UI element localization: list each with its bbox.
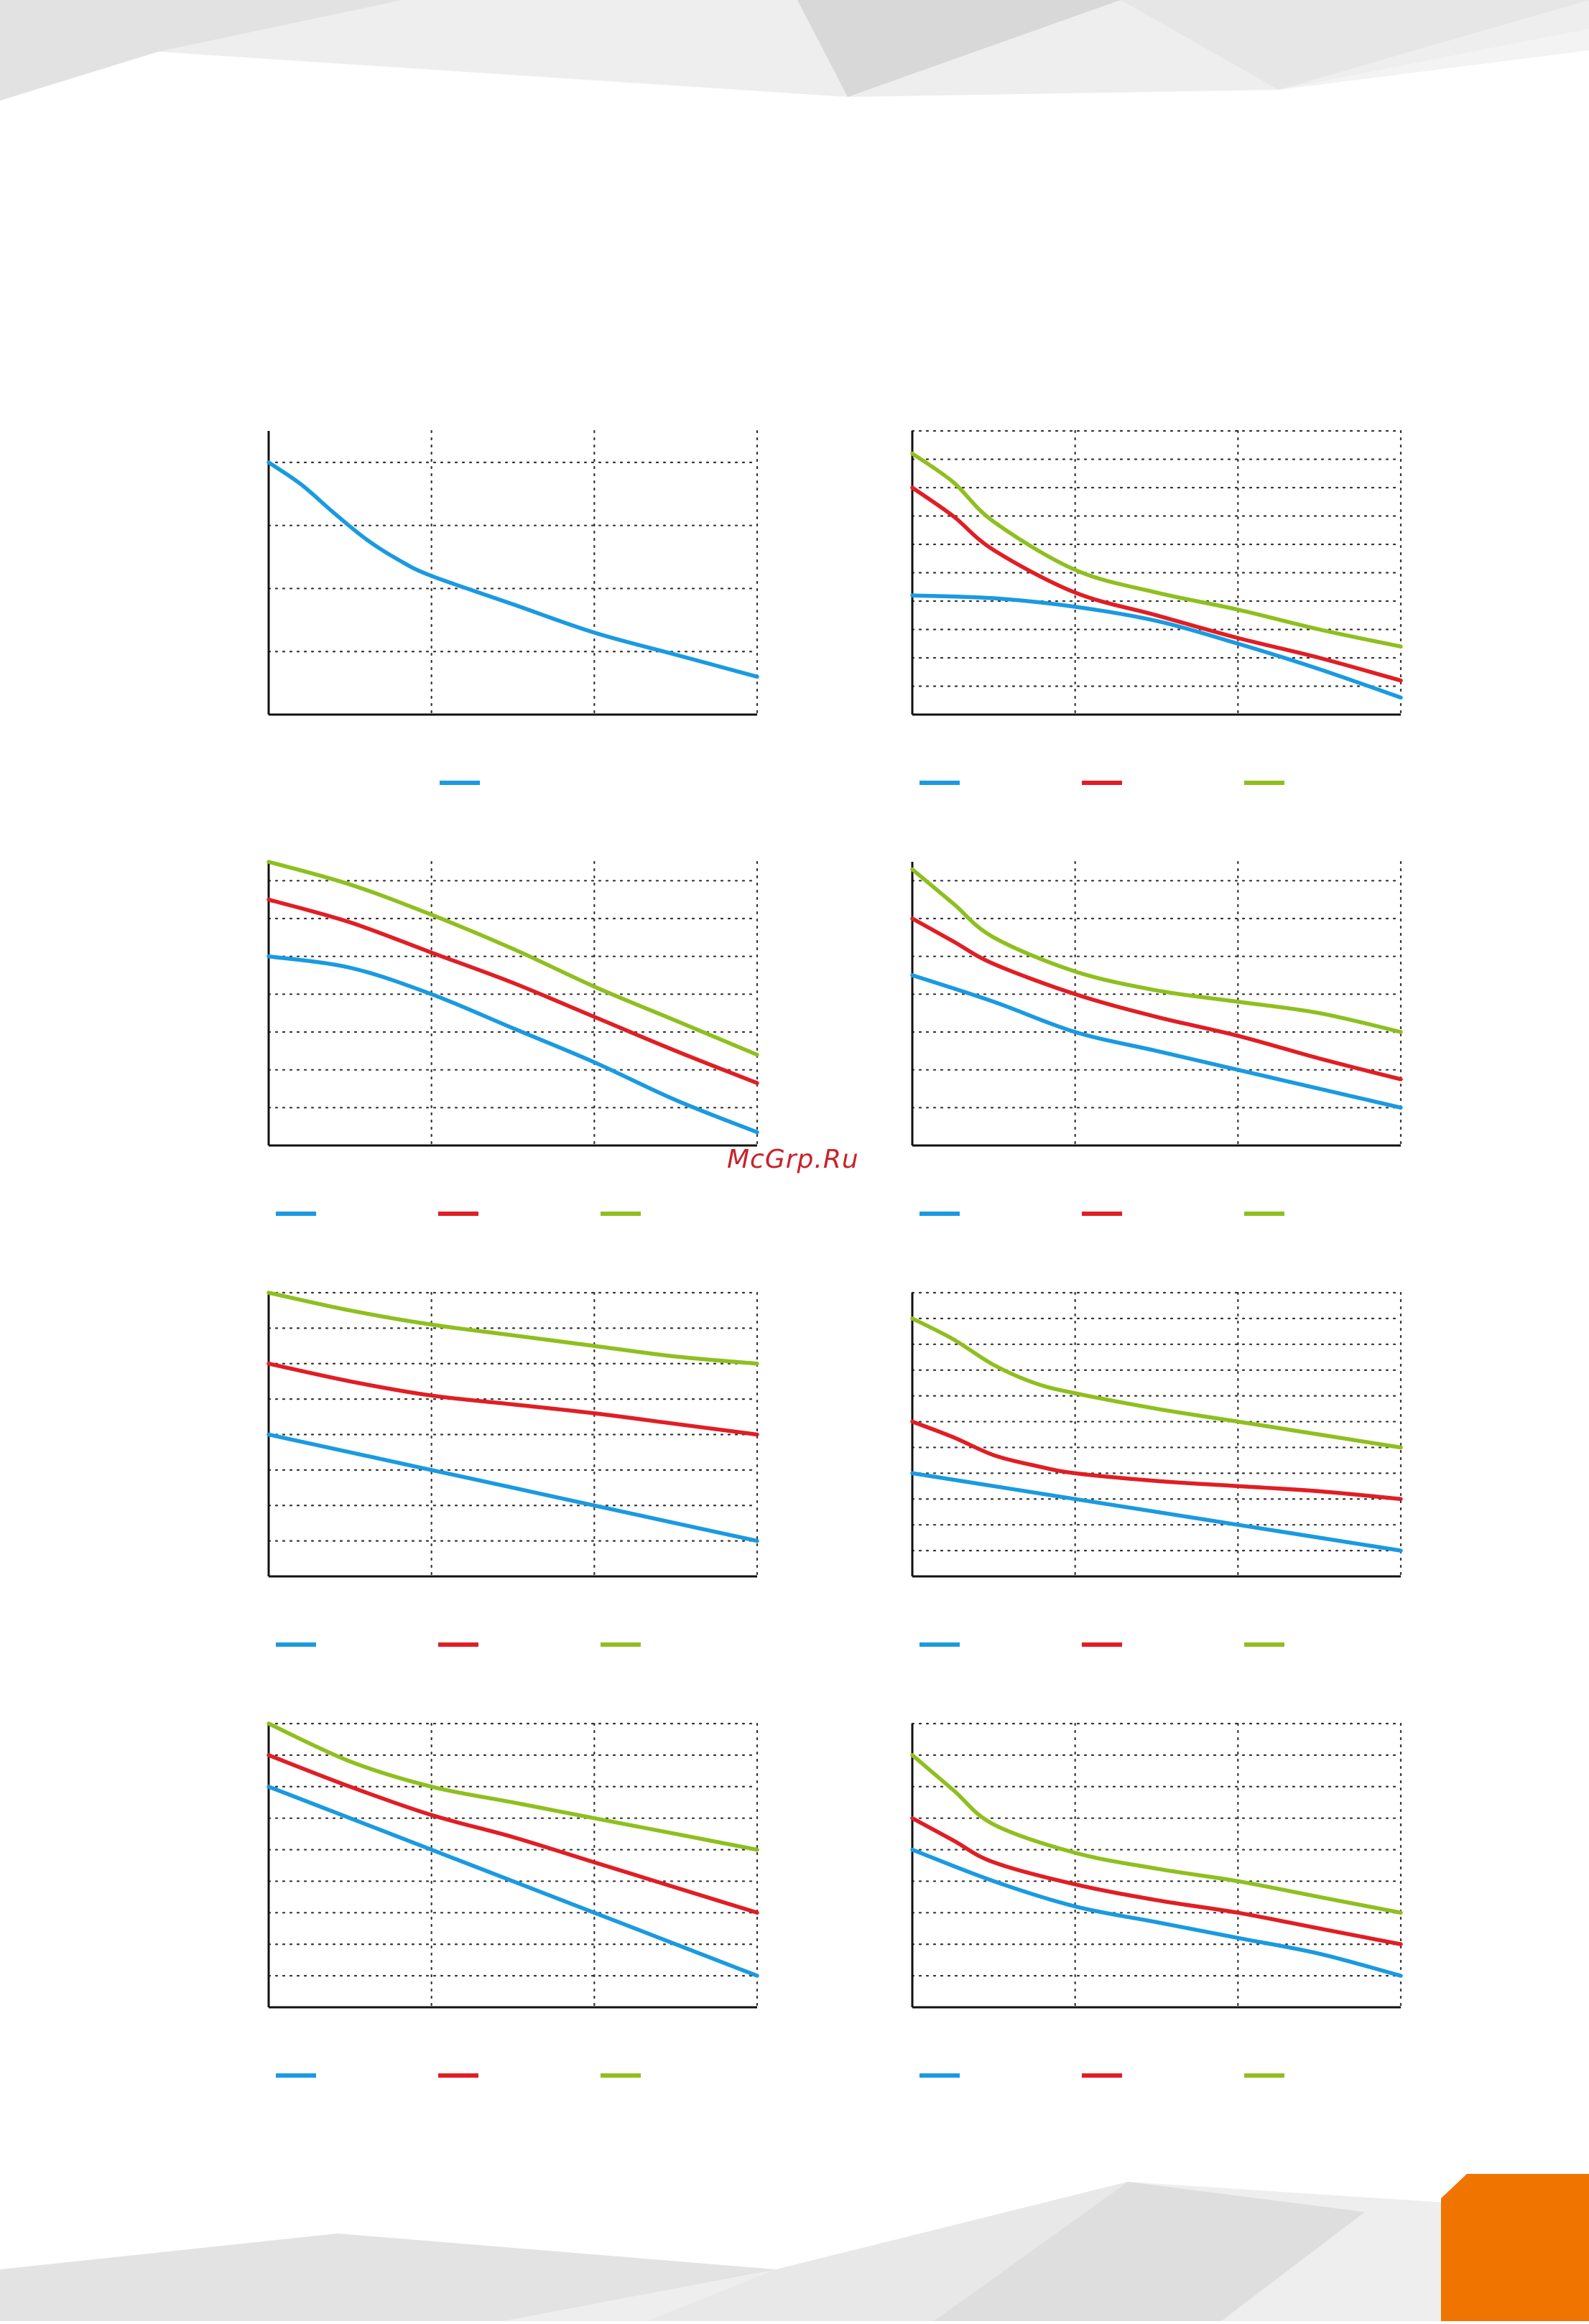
series-line-1 <box>267 460 759 679</box>
series-line-2 <box>267 897 759 1085</box>
series-line-2 <box>267 1362 759 1437</box>
series-line-1 <box>910 1471 1403 1553</box>
page-corner-tab <box>1441 2174 1589 2321</box>
background-bottom-decoration <box>0 2182 1589 2321</box>
chart-8 <box>910 1722 1403 2078</box>
watermark-text: McGrp.Ru <box>727 1145 859 1174</box>
series-line-1 <box>267 1432 759 1543</box>
chart-7 <box>267 1721 759 2078</box>
series-line-3 <box>910 867 1403 1034</box>
chart-5 <box>267 1291 759 1647</box>
series-line-3 <box>267 1721 759 1852</box>
series-line-3 <box>267 860 759 1057</box>
series-line-2 <box>910 1419 1403 1502</box>
series-line-1 <box>267 1785 759 1978</box>
chart-2 <box>910 429 1403 785</box>
series-line-1 <box>910 1847 1403 1978</box>
chart-4 <box>910 860 1403 1216</box>
series-line-3 <box>910 1316 1403 1450</box>
series-line-1 <box>910 973 1403 1110</box>
series-line-2 <box>910 1816 1403 1946</box>
series-line-2 <box>267 1753 759 1915</box>
series-line-3 <box>910 1753 1403 1915</box>
chart-6 <box>910 1291 1403 1647</box>
chart-3 <box>267 860 759 1216</box>
chart-1 <box>267 429 759 785</box>
series-line-2 <box>910 485 1403 683</box>
series-line-3 <box>910 451 1403 649</box>
series-line-3 <box>267 1291 759 1366</box>
series-line-2 <box>910 916 1403 1082</box>
series-line-1 <box>910 593 1403 700</box>
background-top-decoration <box>0 0 1589 101</box>
series-line-1 <box>267 954 759 1135</box>
